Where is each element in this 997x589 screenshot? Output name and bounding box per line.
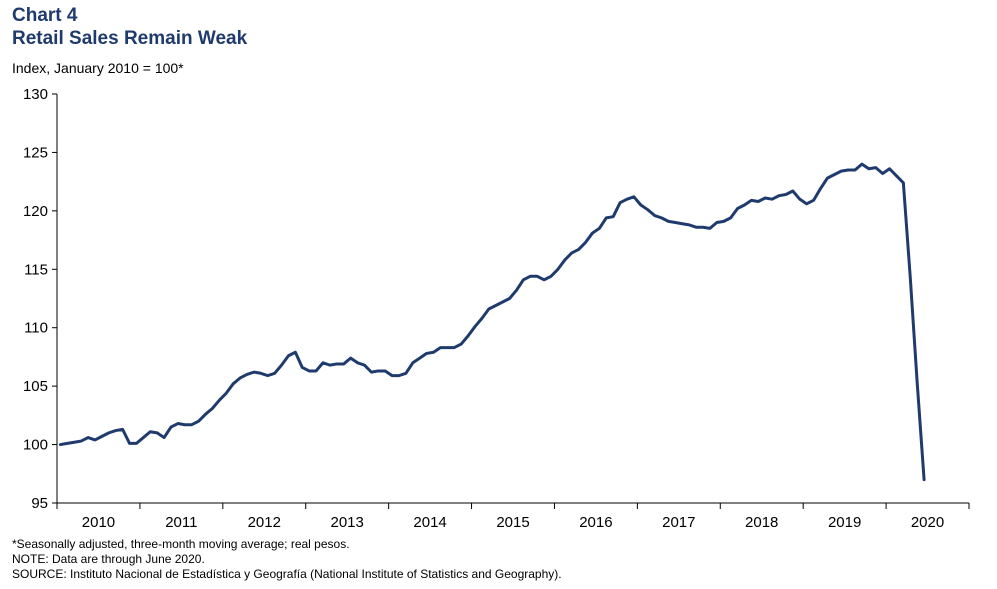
- y-tick-label: 105: [23, 378, 48, 395]
- y-tick-label: 115: [24, 261, 48, 278]
- y-tick-label: 125: [23, 144, 48, 161]
- x-tick-label: 2018: [745, 514, 778, 531]
- x-tick-label: 2015: [496, 514, 529, 531]
- x-tick-label: 2014: [413, 514, 446, 531]
- chart-number: Chart 4: [12, 5, 78, 26]
- x-tick-label: 2010: [82, 514, 115, 531]
- y-tick-label: 130: [23, 86, 48, 103]
- chart-title: Retail Sales Remain Weak: [12, 28, 248, 49]
- note-line: NOTE: Data are through June 2020.: [12, 552, 205, 566]
- x-tick-label: 2012: [248, 514, 281, 531]
- y-tick-label: 100: [23, 437, 48, 454]
- x-tick-label: 2016: [579, 514, 612, 531]
- series-line: [58, 162, 926, 482]
- source-line: SOURCE: Instituto Nacional de Estadístic…: [12, 567, 562, 581]
- x-tick-label: 2019: [828, 514, 861, 531]
- y-tick-label: 110: [24, 320, 48, 337]
- y-tick-label: 120: [23, 203, 48, 220]
- chart-notes: *Seasonally adjusted, three-month moving…: [12, 537, 562, 582]
- x-tick-label: 2013: [330, 514, 363, 531]
- x-tick-label: 2017: [662, 514, 695, 531]
- x-tick-label: 2020: [911, 514, 944, 531]
- y-axis-label: Index, January 2010 = 100*: [12, 60, 184, 76]
- y-tick-label: 95: [31, 495, 48, 512]
- x-tick-label: 2011: [165, 514, 197, 531]
- footnote-line: *Seasonally adjusted, three-month moving…: [12, 537, 350, 551]
